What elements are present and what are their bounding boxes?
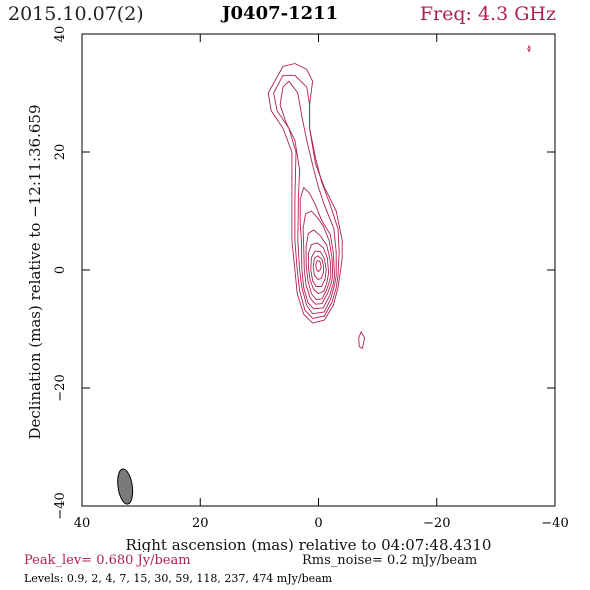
y-tick-label-4: 40 — [53, 26, 68, 43]
x-tick-label-1: 20 — [192, 516, 209, 531]
contour-group — [267, 45, 531, 349]
contour-7 — [310, 250, 327, 287]
contour-1 — [273, 74, 340, 319]
x-tick-label-0: 40 — [74, 516, 91, 531]
plot-frame — [81, 33, 556, 507]
contour-2 — [279, 80, 337, 315]
y-tick-label-2: 0 — [53, 266, 68, 274]
contour-11 — [527, 45, 531, 53]
y-tick-label-3: 20 — [53, 144, 68, 161]
contour-3 — [299, 186, 335, 310]
contour-levels: Levels: 0.9, 2, 4, 7, 15, 30, 59, 118, 2… — [24, 572, 333, 585]
peak-level: Peak_lev= 0.680 Jy/beam — [24, 553, 191, 568]
y-tick-label-0: −40 — [53, 492, 68, 519]
rms-noise: Rms_noise= 0.2 mJy/beam — [302, 553, 478, 568]
x-tick-label-3: −20 — [423, 516, 450, 531]
x-tick-label-4: −40 — [541, 516, 568, 531]
beam-ellipse — [117, 468, 134, 505]
contour-9 — [315, 260, 322, 272]
contour-0 — [267, 63, 343, 324]
contour-8 — [312, 255, 325, 280]
header-date: 2015.10.07(2) — [8, 3, 144, 25]
x-tick-label-2: 0 — [314, 516, 322, 531]
x-axis-label: Right ascension (mas) relative to 04:07:… — [126, 536, 492, 552]
y-tick-label-1: −20 — [53, 374, 68, 401]
contour-10 — [358, 331, 366, 349]
tick-group: 40 20 0 −20 −40 −40 −20 0 20 40 — [53, 26, 569, 531]
contour-6 — [307, 242, 330, 295]
header-source: J0407-1211 — [222, 3, 339, 24]
header-frequency: Freq: 4.3 GHz — [419, 3, 556, 25]
contour-plot: 40 20 0 −20 −40 −40 −20 0 20 40 Right ascension (… — [26, 26, 569, 552]
contour-4 — [302, 210, 334, 305]
y-axis-label: Declination (mas) relative to −12:11:36.… — [26, 104, 44, 439]
contour-5 — [305, 229, 332, 300]
